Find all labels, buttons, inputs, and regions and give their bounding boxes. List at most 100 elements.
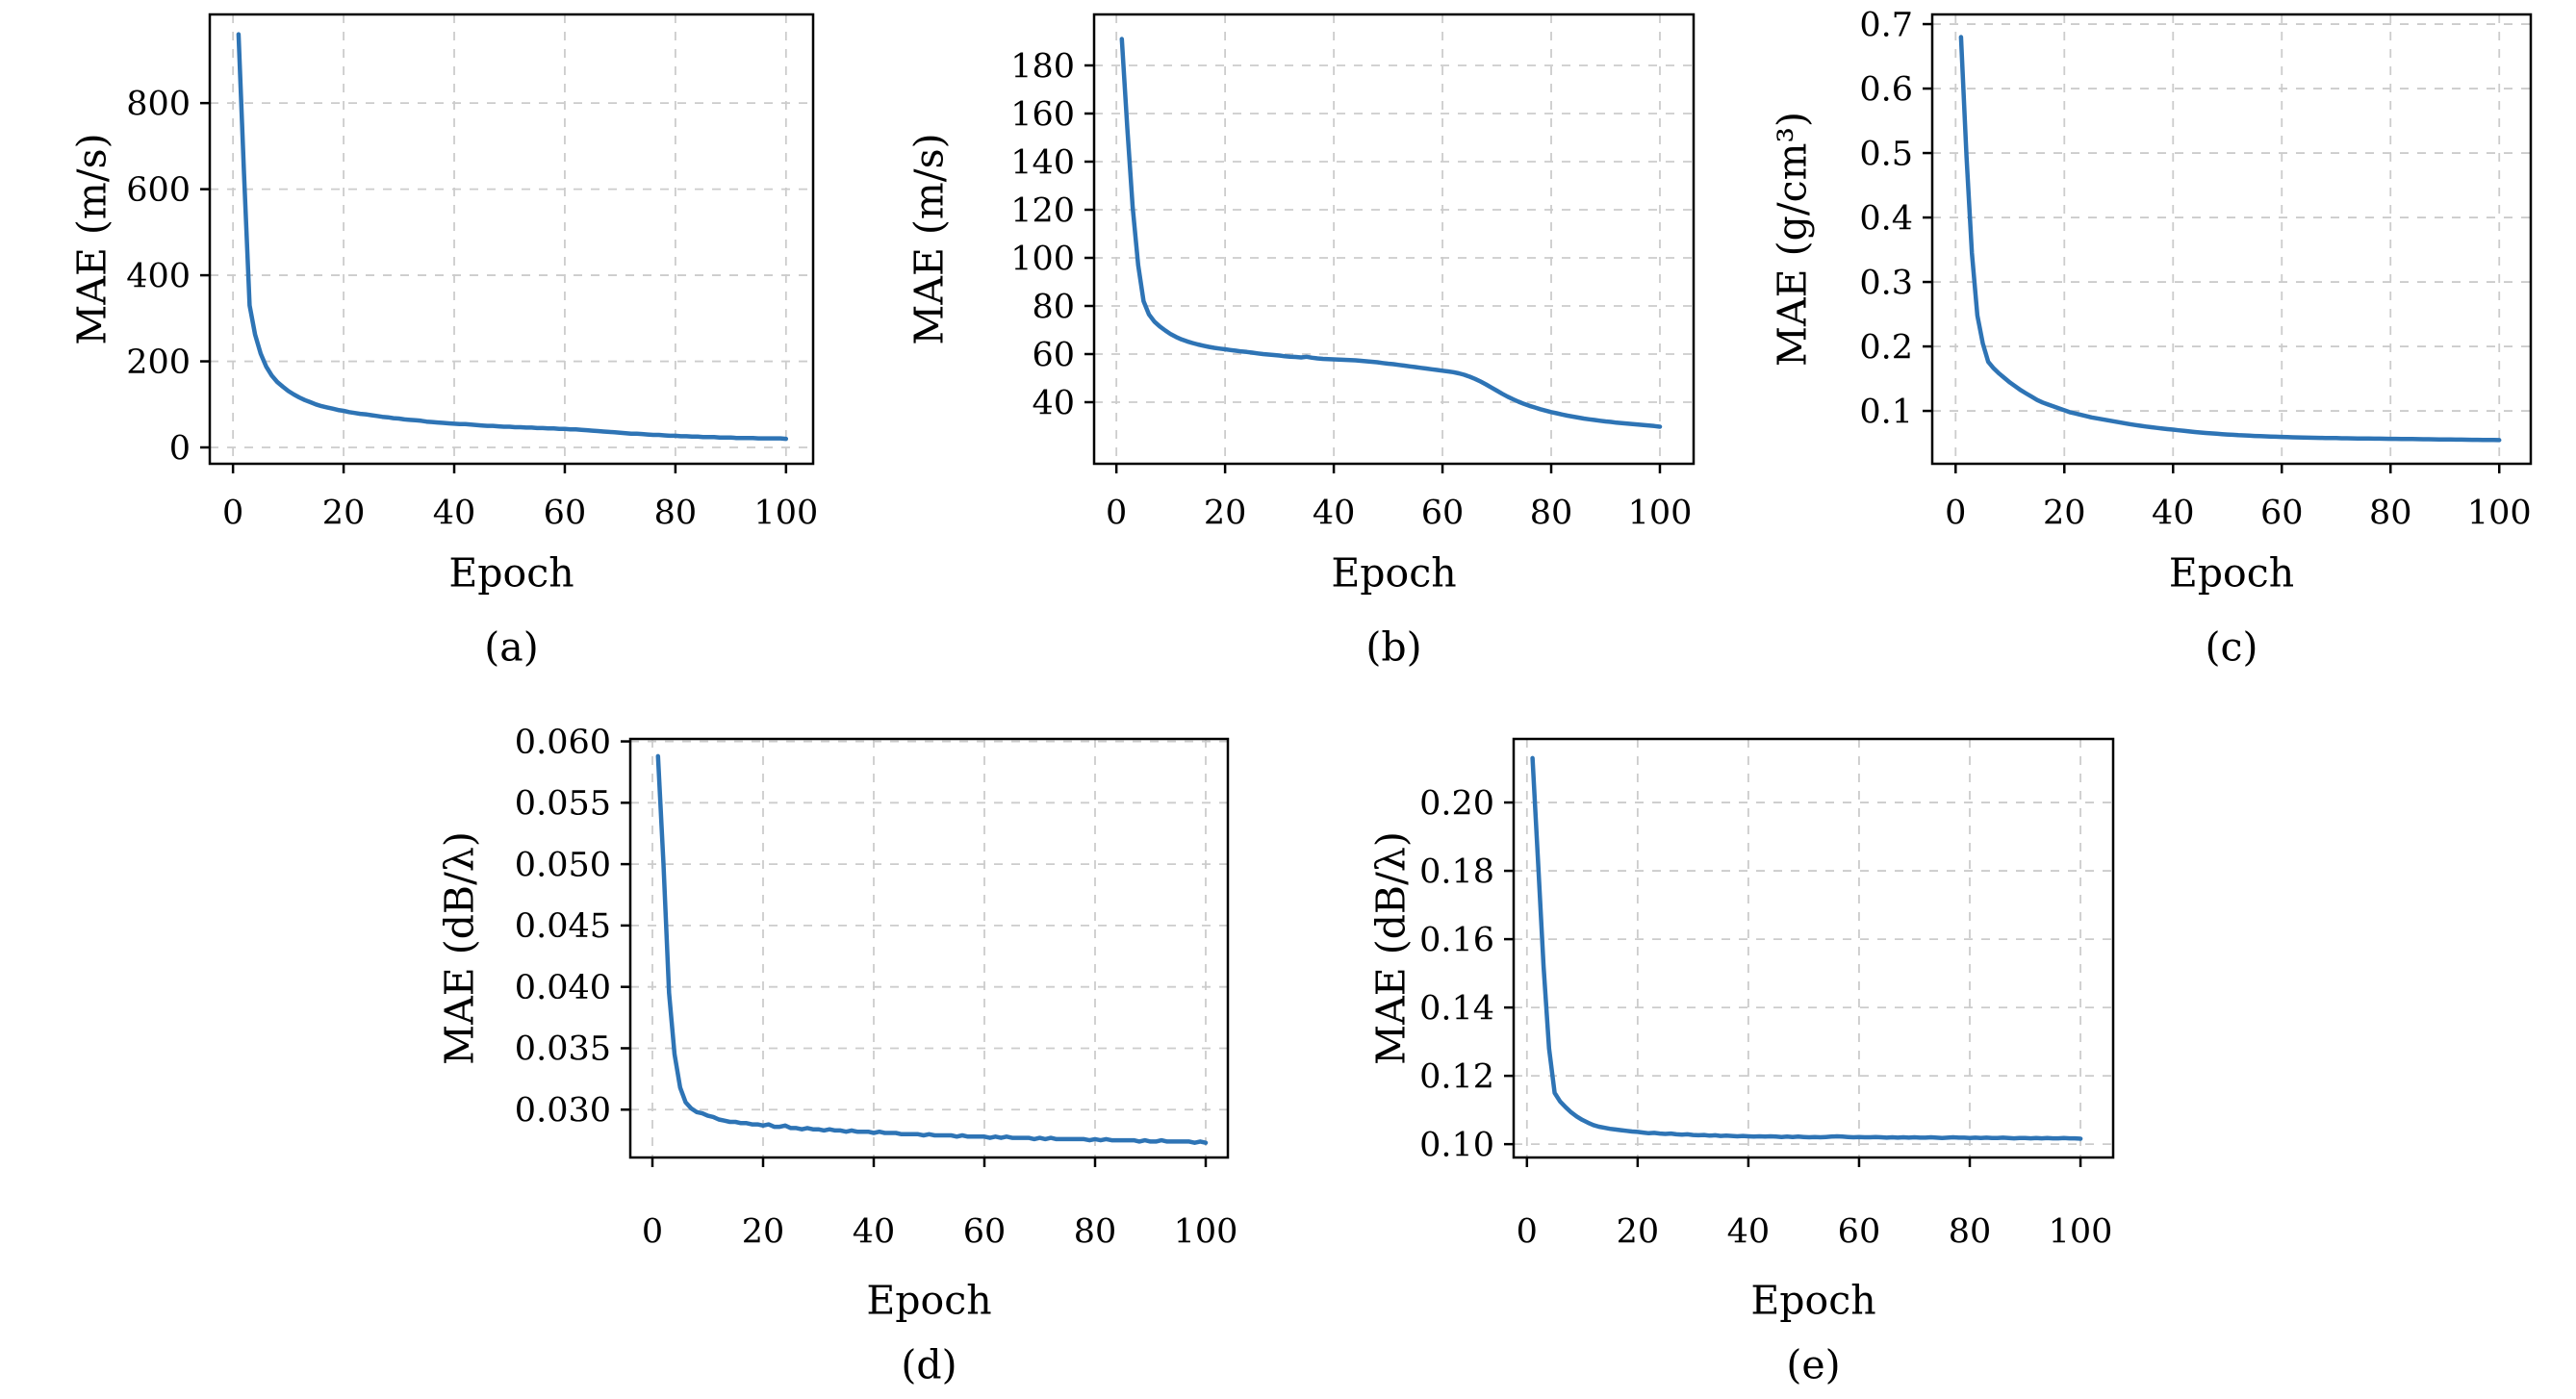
x-tick-label: 80: [1074, 1212, 1117, 1251]
chart-canvas-a: 0 20 40 60 80 100 0 200 400 600 800 Epoch MAE (m/s) (…: [68, 13, 818, 670]
y-tick-label: 100: [1010, 240, 1075, 278]
x-tick-label: 60: [1838, 1212, 1881, 1251]
chart-text: 0 20 40 60 80 100 0 200 400 600 800 Epoch MAE (m/s) (…: [68, 85, 818, 670]
y-tick-label: 800: [126, 85, 191, 123]
y-tick-label: 0.060: [515, 724, 611, 762]
x-tick-label: 40: [853, 1212, 896, 1251]
x-tick-label: 80: [2369, 494, 2412, 532]
x-tick-label: 60: [2260, 494, 2304, 532]
x-tick-label: 60: [963, 1212, 1007, 1251]
y-tick-label: 0.14: [1419, 989, 1494, 1028]
chart-d-mae-attenuation: 0 20 40 60 80 100 0.030 0.035 0.040 0.045 0.050 0.0…: [414, 712, 1299, 1399]
y-axis-label: MAE (g/cm³): [1771, 112, 1815, 367]
y-axis-label: MAE (dB/λ): [1367, 831, 1414, 1065]
plot-frame: [1092, 13, 1696, 466]
x-tick-label: 0: [1517, 1212, 1538, 1251]
y-tick-label: 160: [1010, 95, 1075, 134]
x-tick-label: 20: [2043, 494, 2086, 532]
y-tick-label: 180: [1010, 47, 1075, 86]
chart-text: 0 20 40 60 80 100 0.10 0.12 0.14 0.16 0.18 0.20 Epoc…: [1367, 784, 2112, 1387]
x-axis-label: Epoch: [448, 549, 574, 596]
y-axis-label: MAE (m/s): [905, 133, 952, 344]
y-tick-label: 140: [1010, 143, 1075, 182]
chart-e-mae-attenuation: 0 20 40 60 80 100 0.10 0.12 0.14 0.16 0.18 0.20 Epoc…: [1299, 712, 2184, 1399]
x-tick-label: 40: [1313, 494, 1356, 532]
tick-marks: [621, 740, 1208, 1167]
subplot-caption: (b): [1365, 623, 1421, 670]
chart-a-mae-velocity: 0 20 40 60 80 100 0 200 400 600 800 Epoch MAE (m/s) (…: [0, 0, 885, 683]
x-tick-label: 60: [544, 494, 587, 532]
chart-text: 0 20 40 60 80 100 40 60 80 100 120 140 160 180 Epoch MA…: [905, 47, 1692, 670]
x-tick-label: 80: [654, 494, 698, 532]
x-tick-label: 100: [1174, 1212, 1238, 1251]
x-tick-label: 40: [1727, 1212, 1771, 1251]
x-tick-label: 0: [222, 494, 243, 532]
subplot-caption: (c): [2206, 623, 2258, 670]
y-tick-label: 60: [1032, 336, 1075, 374]
y-tick-label: 0.18: [1419, 852, 1494, 891]
y-tick-label: 200: [126, 343, 191, 382]
x-tick-label: 100: [2467, 494, 2532, 532]
subplot-caption: (a): [484, 623, 538, 670]
x-tick-label: 80: [1530, 494, 1573, 532]
y-tick-label: 0.030: [515, 1091, 611, 1130]
x-tick-label: 20: [322, 494, 366, 532]
subplot-caption: (d): [901, 1341, 956, 1387]
chart-c-mae-density: 0 20 40 60 80 100 0.1 0.2 0.3 0.4 0.5 0.6 0.7 Epoch MA…: [1771, 0, 2576, 683]
chart-text: 0 20 40 60 80 100 0.030 0.035 0.040 0.045 0.050 0.0…: [436, 724, 1237, 1388]
y-tick-label: 400: [126, 257, 191, 295]
x-tick-label: 20: [742, 1212, 785, 1251]
y-tick-label: 0.7: [1859, 6, 1913, 44]
chart-canvas-d: 0 20 40 60 80 100 0.030 0.035 0.040 0.045 0.050 0.0…: [436, 724, 1237, 1388]
loss-curve-c: [1958, 35, 2502, 443]
x-tick-label: 0: [1945, 494, 1966, 532]
chart-b-mae-velocity: 0 20 40 60 80 100 40 60 80 100 120 140 160 180 Epoch MA…: [885, 0, 1771, 683]
tick-marks: [1504, 801, 2082, 1167]
x-axis-label: Epoch: [1331, 549, 1456, 596]
x-tick-label: 0: [642, 1212, 663, 1251]
loss-curve-d: [655, 753, 1209, 1145]
y-tick-label: 0.12: [1419, 1057, 1494, 1096]
tick-marks: [1084, 64, 1662, 473]
gridlines: [630, 739, 1228, 1157]
x-tick-label: 100: [753, 494, 818, 532]
plot-frame: [1512, 737, 2115, 1159]
y-tick-label: 0: [169, 429, 191, 468]
loss-curve-a: [236, 32, 789, 442]
y-tick-label: 0.3: [1859, 264, 1913, 302]
x-tick-label: 20: [1617, 1212, 1660, 1251]
x-tick-label: 20: [1204, 494, 1247, 532]
y-tick-label: 40: [1032, 384, 1075, 422]
y-tick-label: 0.16: [1419, 921, 1494, 959]
y-tick-label: 0.5: [1859, 135, 1913, 173]
x-tick-label: 100: [2049, 1212, 2113, 1251]
chart-canvas-c: 0 20 40 60 80 100 0.1 0.2 0.3 0.4 0.5 0.6 0.7 Epoch MA…: [1771, 6, 2533, 670]
chart-text: 0 20 40 60 80 100 0.1 0.2 0.3 0.4 0.5 0.6 0.7 Epoch MA…: [1771, 6, 2532, 670]
y-tick-label: 0.045: [515, 907, 611, 946]
plot-frame: [1930, 13, 2533, 466]
x-tick-label: 60: [1421, 494, 1465, 532]
loss-curve-e: [1530, 755, 2083, 1141]
y-tick-label: 0.040: [515, 969, 611, 1007]
plot-frame: [208, 13, 815, 466]
y-tick-label: 0.050: [515, 846, 611, 884]
gridlines: [1094, 14, 1694, 464]
y-tick-label: 80: [1032, 288, 1075, 326]
y-tick-label: 0.6: [1859, 70, 1913, 109]
gridlines: [210, 14, 813, 464]
tick-marks: [200, 101, 788, 473]
x-axis-label: Epoch: [1750, 1277, 1875, 1323]
subplot-caption: (e): [1786, 1341, 1840, 1387]
x-tick-label: 0: [1106, 494, 1127, 532]
y-tick-label: 0.20: [1419, 784, 1494, 823]
x-tick-label: 40: [2152, 494, 2195, 532]
x-axis-label: Epoch: [866, 1277, 991, 1323]
y-tick-label: 0.035: [515, 1030, 611, 1069]
chart-canvas-e: 0 20 40 60 80 100 0.10 0.12 0.14 0.16 0.18 0.20 Epoc…: [1367, 737, 2115, 1387]
tick-marks: [1923, 22, 2501, 473]
y-tick-label: 0.2: [1859, 328, 1913, 367]
plot-frame: [628, 737, 1230, 1159]
y-tick-label: 120: [1010, 191, 1075, 230]
x-tick-label: 100: [1628, 494, 1693, 532]
